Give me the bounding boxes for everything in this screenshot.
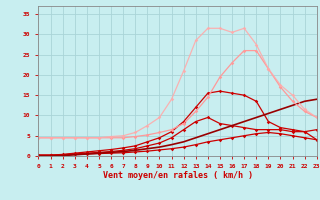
X-axis label: Vent moyen/en rafales ( km/h ): Vent moyen/en rafales ( km/h ) (103, 171, 252, 180)
